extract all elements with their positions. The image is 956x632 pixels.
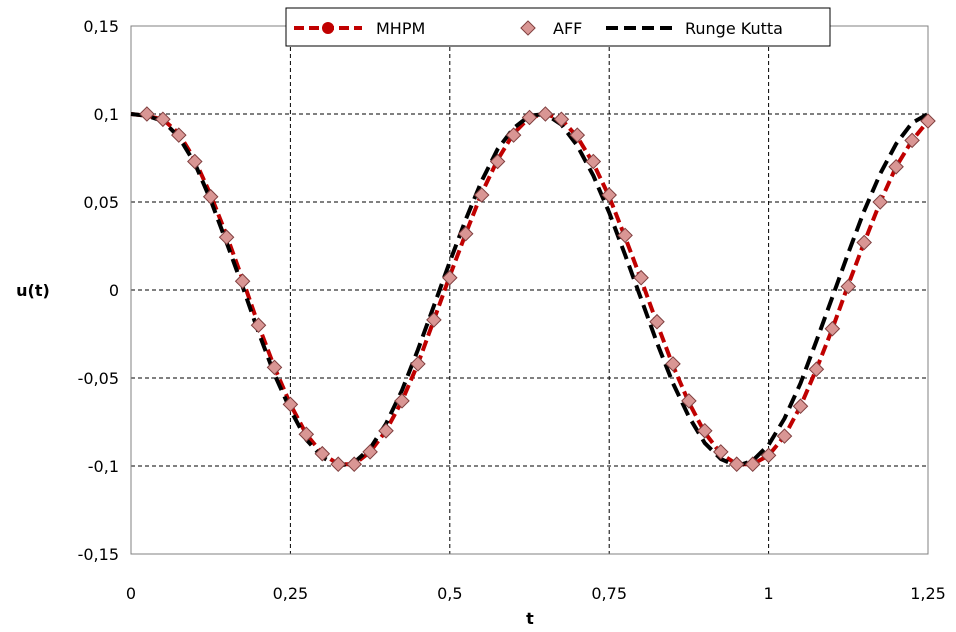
series-aff-point [298, 426, 315, 443]
series-aff-point [553, 111, 570, 128]
x-tick-label: 0,5 [437, 584, 462, 603]
series-aff-point [473, 187, 490, 203]
series-aff-point [728, 456, 745, 472]
legend-entry-mhpm: MHPM [294, 19, 425, 38]
series-aff-point [697, 423, 713, 439]
x-axis-label: t [526, 609, 534, 628]
series-aff-point [569, 127, 586, 143]
series-aff-point [505, 127, 522, 143]
series-aff-point [888, 159, 904, 175]
series-aff-point [760, 447, 777, 464]
series-aff-point [521, 109, 538, 126]
x-tick-label: 1,25 [910, 584, 946, 603]
series-runge-kutta-line [130, 112, 929, 468]
y-tick-label: 0,05 [83, 193, 119, 212]
series-aff-point [457, 225, 474, 242]
legend-runge-kutta-label: Runge Kutta [685, 19, 783, 38]
x-tick-label: 0 [126, 584, 136, 603]
series-aff-point [218, 229, 235, 245]
legend-mhpm-marker-swatch [322, 22, 334, 34]
series-aff-point [346, 456, 362, 472]
y-tick-label: -0,15 [78, 545, 119, 564]
series-aff-point [776, 428, 793, 444]
series-aff-point [601, 187, 617, 203]
series-aff-point [155, 111, 171, 128]
series-aff-point [856, 234, 872, 251]
legend-entry-aff: AFF [520, 19, 582, 38]
legend-entry-runge-kutta: Runge Kutta [606, 19, 783, 38]
series-aff-point [872, 194, 888, 210]
series-aff-point [665, 356, 681, 372]
series-layer [130, 106, 936, 472]
y-tick-label: -0,05 [78, 369, 119, 388]
series-aff-point [250, 317, 267, 333]
series-aff-point [426, 312, 442, 328]
series-aff-point [744, 456, 761, 472]
series-aff-point [808, 361, 825, 377]
series-aff-point [617, 227, 633, 244]
series-aff-point [633, 269, 649, 286]
series-aff-point [442, 269, 458, 286]
legend: MHPM AFF Runge Kutta [285, 7, 831, 47]
series-aff-point [314, 445, 331, 462]
series-aff-point [585, 153, 602, 170]
series-aff-point [171, 127, 187, 143]
series-aff-point [489, 153, 506, 170]
series-aff-point [139, 106, 155, 122]
y-tick-label: 0 [109, 281, 119, 300]
x-tick-label: 0,75 [591, 584, 627, 603]
series-aff-point [202, 188, 219, 205]
series-aff-point [410, 356, 426, 372]
series-aff-point [282, 396, 299, 413]
x-tick-label: 1 [764, 584, 774, 603]
y-tick-label: 0,15 [83, 17, 119, 36]
legend-mhpm-label: MHPM [376, 19, 425, 38]
legend-aff-label: AFF [553, 19, 582, 38]
y-tick-labels: 0,15 0,1 0,05 0 -0,05 -0,1 -0,15 [78, 17, 119, 564]
legend-aff-marker-swatch [520, 20, 536, 36]
series-aff-point [824, 320, 841, 337]
x-tick-labels: 0 0,25 0,5 0,75 1 1,25 [126, 584, 946, 603]
legend-box [285, 7, 831, 47]
grid [131, 26, 928, 554]
series-aff-point [330, 456, 346, 472]
series-aff-point [378, 423, 394, 439]
series-aff-point [266, 359, 283, 376]
series-aff-point [187, 153, 203, 170]
y-axis-label: u(t) [16, 281, 50, 300]
series-aff-point [234, 273, 251, 289]
series-aff-point [792, 398, 809, 414]
y-tick-label: 0,1 [94, 105, 119, 124]
series-aff-point [920, 113, 936, 129]
series-aff-point [649, 313, 665, 330]
series-aff-point [537, 106, 554, 122]
series-aff-point [681, 393, 697, 409]
y-tick-label: -0,1 [88, 457, 119, 476]
series-aff-point [840, 278, 857, 295]
series-aff-point [904, 132, 920, 149]
series-aff-point [362, 444, 378, 460]
series-aff-point [394, 393, 410, 409]
x-tick-label: 0,25 [273, 584, 309, 603]
series-aff-point [713, 444, 729, 460]
